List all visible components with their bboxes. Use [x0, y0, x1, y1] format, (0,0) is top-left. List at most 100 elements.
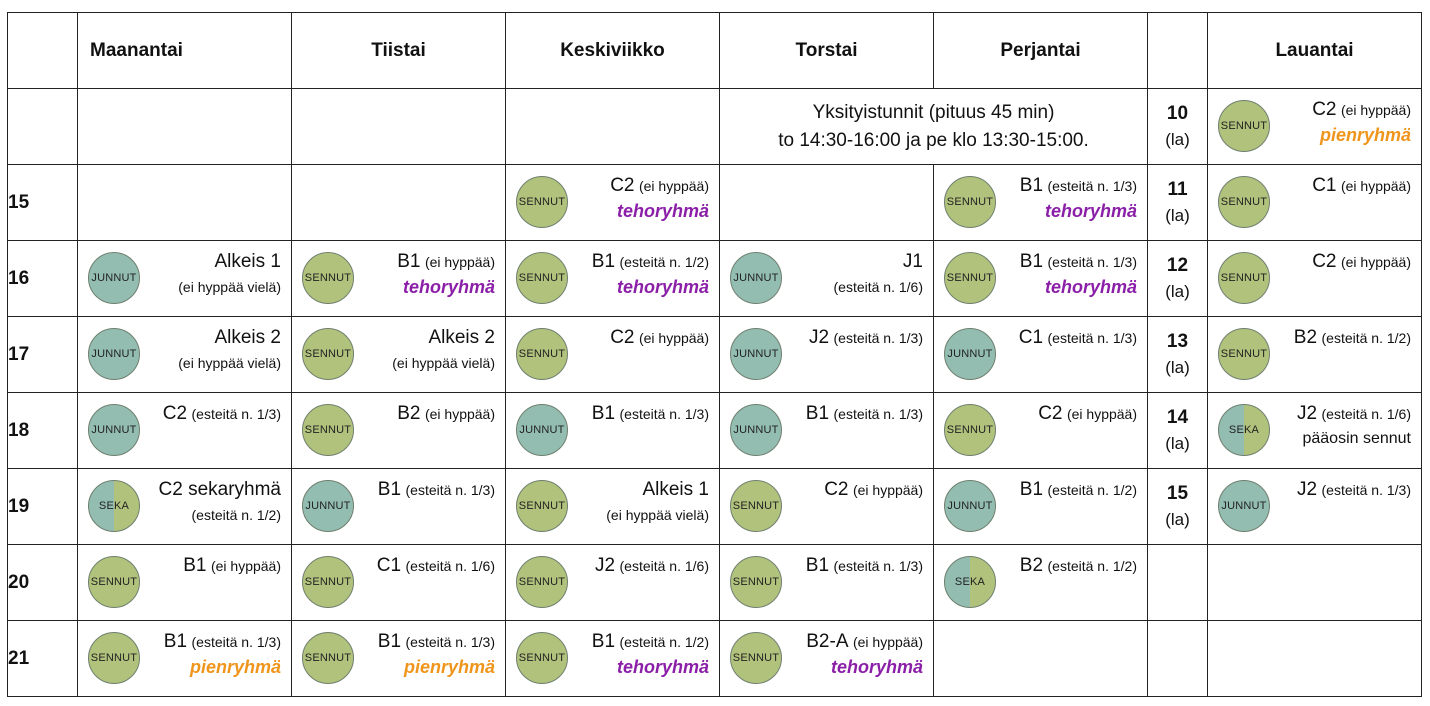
lesson-slot: JUNNUT J1 (esteitä n. 1/6)	[719, 240, 934, 317]
lesson-note: (ei hyppää)	[852, 481, 923, 498]
sennut-badge: SENNUT	[1218, 99, 1270, 152]
corner-cell	[7, 12, 78, 89]
lesson-note: (esteitä n. 1/3)	[1321, 481, 1412, 498]
lesson-level: B1	[1019, 478, 1044, 500]
lesson-slot: SENNUT C2 (ei hyppää)	[1207, 240, 1422, 317]
lesson-level: C2	[610, 326, 635, 348]
junnut-badge: JUNNUT	[730, 403, 782, 456]
empty-cell	[1147, 620, 1208, 697]
lesson-slot: SENNUT B1 (esteitä n. 1/2) tehoryhmä	[505, 240, 720, 317]
lesson-slot: SENNUT B2-A (ei hyppää) tehoryhmä	[719, 620, 934, 697]
lesson-note: (esteitä n. 1/6)	[405, 557, 496, 574]
row-20: 20 SENNUT B1 (ei hyppää) SENNUT C1 (esteit…	[7, 544, 1422, 621]
lesson-level: B2	[1019, 554, 1044, 576]
lesson-slot: SENNUT B2 (ei hyppää)	[291, 392, 506, 469]
tehoryhma-tag: tehoryhmä	[830, 656, 923, 677]
lesson-level: C1	[1018, 326, 1044, 348]
junnut-badge: JUNNUT	[88, 403, 140, 456]
sennut-badge: SENNUT	[1218, 327, 1270, 380]
sennut-badge: SENNUT	[516, 479, 568, 532]
lesson-level: C2	[162, 402, 188, 424]
row-18: 18 JUNNUT C2 (esteitä n. 1/3) SENNUT B2 (e…	[7, 392, 1422, 469]
junnut-badge: JUNNUT	[302, 479, 354, 532]
lesson-slot: JUNNUT B1 (esteitä n. 1/3)	[505, 392, 720, 469]
seka-badge: SEKA	[1218, 403, 1270, 456]
notice-line-1: Yksityistunnit (pituus 45 min)	[812, 101, 1055, 123]
time-label: 20	[7, 544, 78, 621]
lesson-slot: SENNUT J2 (esteitä n. 1/6)	[505, 544, 720, 621]
lesson-level: C2	[1312, 250, 1337, 272]
lesson-slot: JUNNUT J2 (esteitä n. 1/3)	[719, 316, 934, 393]
lesson-level: B1	[805, 554, 830, 576]
row-16: 16 JUNNUT Alkeis 1 (ei hyppää vielä) SENNU…	[7, 240, 1422, 317]
lesson-note: (ei hyppää)	[1340, 253, 1411, 270]
lesson-slot: SENNUT C1 (ei hyppää)	[1207, 164, 1422, 241]
header-saturday-time	[1147, 12, 1208, 89]
sennut-badge: SENNUT	[516, 251, 568, 304]
empty-cell	[77, 88, 292, 165]
sennut-badge: SENNUT	[944, 251, 996, 304]
header-friday: Perjantai	[933, 12, 1148, 89]
lesson-note: (ei hyppää)	[210, 557, 281, 574]
lesson-slot: JUNNUT B1 (esteitä n. 1/2)	[933, 468, 1148, 545]
saturday-time-suffix: (la)	[1165, 281, 1190, 301]
lesson-level: B2-A	[806, 630, 849, 652]
junnut-badge: JUNNUT	[730, 251, 782, 304]
tehoryhma-tag: tehoryhmä	[616, 200, 709, 221]
sennut-badge: SENNUT	[944, 175, 996, 228]
time-label: 16	[7, 240, 78, 317]
lesson-slot: SENNUT C2 (ei hyppää)	[933, 392, 1148, 469]
lesson-slot: SENNUT B1 (esteitä n. 1/3) pienryhmä	[77, 620, 292, 697]
lesson-note: (ei hyppää vielä)	[606, 506, 709, 523]
lesson-level: B1	[1019, 174, 1044, 196]
sennut-badge: SENNUT	[730, 555, 782, 608]
lesson-note: (ei hyppää)	[1066, 405, 1137, 422]
sennut-badge: SENNUT	[302, 251, 354, 304]
sennut-badge: SENNUT	[88, 631, 140, 684]
lesson-slot: JUNNUT J2 (esteitä n. 1/3)	[1207, 468, 1422, 545]
lesson-level: C2	[1038, 402, 1063, 424]
lesson-slot: JUNNUT C1 (esteitä n. 1/3)	[933, 316, 1148, 393]
lesson-level: B1	[591, 630, 616, 652]
sennut-badge: SENNUT	[944, 403, 996, 456]
lesson-slot: SEKA C2 sekaryhmä (esteitä n. 1/2)	[77, 468, 292, 545]
saturday-time-11: 11 (la)	[1147, 164, 1208, 241]
sennut-badge: SENNUT	[1218, 251, 1270, 304]
lesson-slot: SENNUT B2 (esteitä n. 1/2)	[1207, 316, 1422, 393]
time-label: 21	[7, 620, 78, 697]
saturday-time-number: 13	[1166, 330, 1189, 352]
tehoryhma-tag: tehoryhmä	[402, 276, 495, 297]
lesson-note: (esteitä n. 1/2)	[1047, 481, 1138, 498]
lesson-note: (ei hyppää)	[1340, 101, 1411, 118]
lesson-level: B1	[377, 630, 402, 652]
lesson-slot: SENNUT C2 (ei hyppää)	[719, 468, 934, 545]
lesson-slot: JUNNUT Alkeis 1 (ei hyppää vielä)	[77, 240, 292, 317]
lesson-note: (ei hyppää vielä)	[178, 278, 281, 295]
lesson-note: (esteitä n. 1/3)	[1047, 329, 1138, 346]
lesson-note: (esteitä n. 1/3)	[833, 557, 924, 574]
sennut-badge: SENNUT	[302, 631, 354, 684]
lesson-note: (esteitä n. 1/3)	[619, 405, 710, 422]
lesson-note: (ei hyppää)	[852, 633, 923, 650]
lesson-level: B1	[591, 250, 616, 272]
lesson-note: (esteitä n. 1/2)	[191, 506, 282, 523]
saturday-time-number: 14	[1166, 406, 1189, 428]
lesson-level: Alkeis 1	[214, 250, 281, 272]
saturday-time-number: 10	[1166, 102, 1189, 124]
junnut-badge: JUNNUT	[944, 327, 996, 380]
sennut-badge: SENNUT	[516, 175, 568, 228]
lesson-slot: JUNNUT B1 (esteitä n. 1/3)	[291, 468, 506, 545]
lesson-level: C2	[1312, 98, 1337, 120]
lesson-level: B1	[591, 402, 616, 424]
empty-cell	[1207, 620, 1422, 697]
lesson-note: (ei hyppää)	[424, 253, 495, 270]
saturday-time-13: 13 (la)	[1147, 316, 1208, 393]
lesson-level: B1	[163, 630, 188, 652]
lesson-slot: SEKA J2 (esteitä n. 1/6) pääosin sennut	[1207, 392, 1422, 469]
lesson-note: (ei hyppää vielä)	[392, 354, 495, 371]
lesson-slot: SENNUT B1 (esteitä n. 1/3)	[719, 544, 934, 621]
empty-cell	[1207, 544, 1422, 621]
lesson-level: J2	[808, 326, 830, 348]
empty-cell	[291, 88, 506, 165]
